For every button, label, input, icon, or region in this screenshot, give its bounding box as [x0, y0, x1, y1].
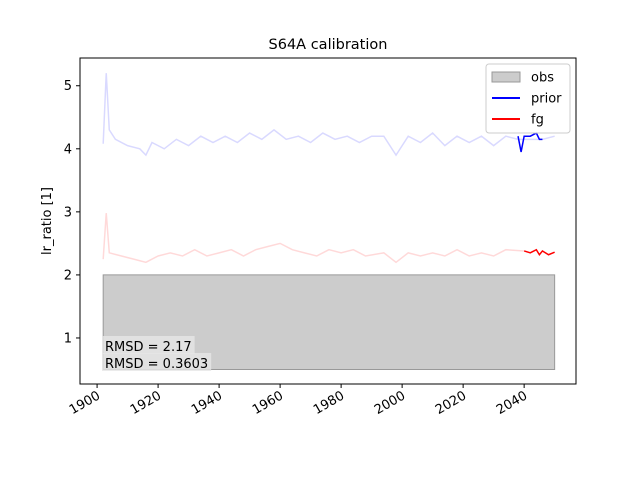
x-tick-label: 2000 [372, 388, 408, 418]
y-tick-label: 2 [64, 268, 72, 283]
y-axis-label: lr_ratio [1] [40, 187, 55, 255]
x-tick-label: 1940 [189, 388, 225, 418]
annotation-box [102, 336, 195, 354]
x-tick-label: 1960 [250, 388, 286, 418]
y-tick-label: 1 [64, 331, 72, 346]
y-tick-label: 5 [64, 79, 72, 94]
x-tick-label: 1920 [128, 388, 164, 418]
x-tick-label: 1900 [67, 388, 103, 418]
annotation: RMSD = 2.17 [105, 340, 192, 355]
legend-label: obs [531, 71, 554, 86]
legend: obs prior fg [485, 63, 571, 134]
x-tick-label: 2020 [433, 388, 469, 418]
annotation: RMSD = 0.3603 [105, 357, 208, 372]
y-tick-label: 4 [64, 142, 72, 157]
line [102, 213, 525, 264]
plot-frame [79, 57, 577, 385]
line [517, 132, 543, 153]
y-tick-label: 3 [64, 205, 72, 220]
legend-swatch [491, 71, 521, 83]
chart-title: S64A calibration [269, 37, 388, 53]
line [102, 73, 555, 157]
legend-label: prior [531, 92, 562, 107]
x-tick-label: 1980 [311, 388, 347, 418]
annotation-box [102, 353, 212, 371]
line [523, 248, 555, 257]
legend-label: fg [531, 113, 544, 128]
x-tick-label: 2040 [494, 388, 530, 418]
